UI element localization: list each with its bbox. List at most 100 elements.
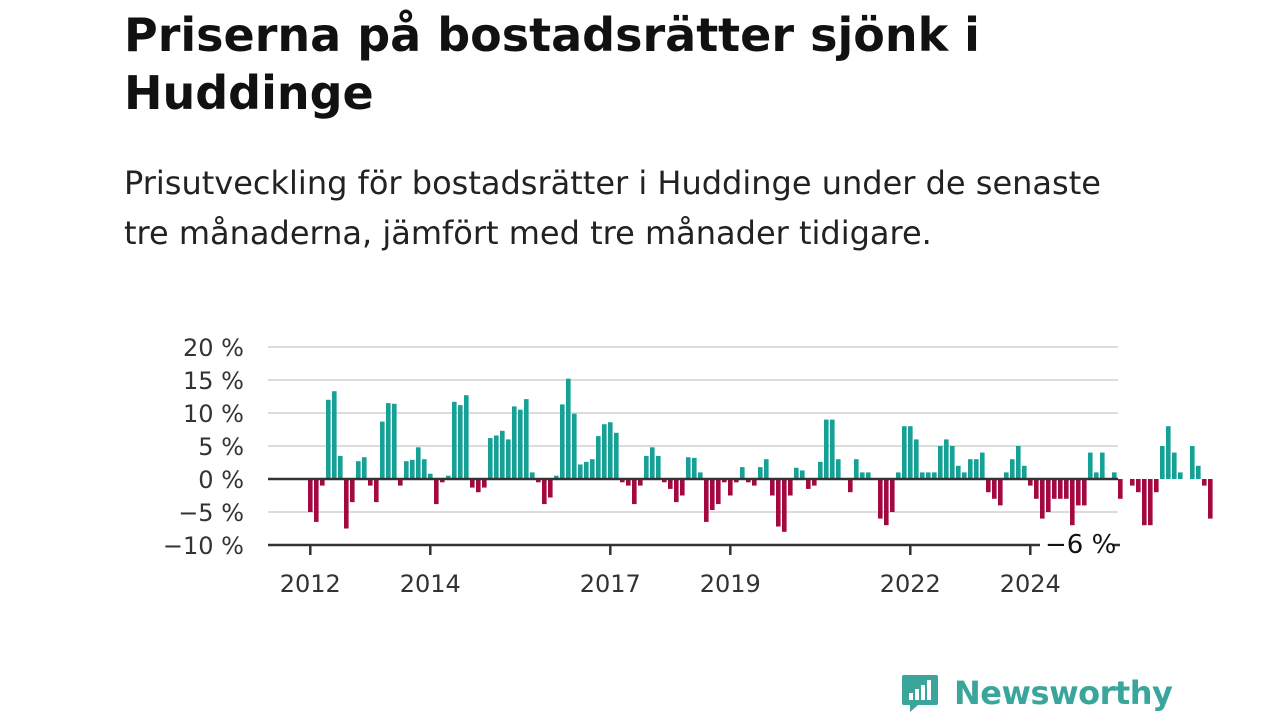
chart-bar [566,378,571,479]
y-tick-label: 5 % [198,433,244,461]
chart-bar [428,473,433,479]
chart-bar [680,479,685,496]
chart-bar [650,447,655,479]
chart-bar [452,401,457,479]
chart-bar [704,479,709,522]
chart-bar [1016,446,1021,479]
chart-bar [500,430,505,479]
chart-bar [950,446,955,479]
chart-bar [974,459,979,479]
chart-bar [470,479,475,488]
chart-bar [494,435,499,479]
chart-bar [836,459,841,479]
chart-bar [1190,446,1195,479]
x-axis-labels: 2012 2014 2017 2019 2022 2024 [280,570,1061,598]
chart-bar [356,461,361,479]
chart-bar [896,472,901,479]
chart-bar [1130,479,1135,486]
chart-bar [422,459,427,479]
chart-bar [512,406,517,479]
chart-bar [524,399,529,479]
chart-bar [938,446,943,479]
chart-bar [1052,479,1057,499]
y-axis-labels: 20 % 15 % 10 % 5 % 0 % −5 % −10 % [163,334,244,560]
chart-bar [758,467,763,479]
chart-bar [902,426,907,479]
chart-bar [1160,446,1165,479]
chart-bar [476,479,481,493]
chart-bar [350,479,355,503]
chart-bar [326,399,331,479]
chart-bar [530,472,535,479]
chart-bar [782,479,787,532]
chart-bar [812,479,817,486]
chart-bar [830,419,835,479]
chart-bar [992,479,997,499]
y-tick-label: 10 % [183,400,244,428]
chart-bar [1028,479,1033,486]
chart-bar [968,459,973,479]
chart-bar [1022,465,1027,479]
chart-bar [752,479,757,486]
newsworthy-logo-icon [902,675,938,712]
chart-bar [686,457,691,479]
chart-bar [854,459,859,479]
chart-bar [848,479,853,493]
chart-bar [1172,452,1177,479]
chart-bar [554,475,559,479]
page-subtitle: Prisutveckling för bostadsrätter i Huddi… [124,164,1101,252]
chart-bar [776,479,781,527]
chart-bar [1040,479,1045,519]
chart-bar [368,479,373,486]
chart-bar [1118,479,1123,499]
chart-bar [338,455,343,479]
chart-bar [884,479,889,526]
chart-bar [1010,459,1015,479]
chart-bar [626,479,631,486]
chart-bar [698,472,703,479]
chart-bar [788,479,793,496]
chart-bar [746,479,751,483]
chart-bar [386,403,391,479]
chart-bar [458,405,463,479]
y-tick-label: −5 % [178,499,244,527]
chart-bar [986,479,991,493]
chart-bar [614,432,619,479]
chart-bar [794,467,799,479]
page-title: Priserna på bostadsrätter sjönk i Huddin… [124,8,980,120]
chart-bar [464,395,469,479]
chart-bar [890,479,895,512]
chart-bars [308,378,1213,532]
chart-bar [908,426,913,479]
x-tick-label: 2022 [880,570,941,598]
chart-bar [692,457,697,479]
chart-bar [764,459,769,479]
chart-bar [932,472,937,479]
chart-bar [380,421,385,479]
chart-bar [866,472,871,479]
chart-bar [446,475,451,479]
chart-bar [1088,452,1093,479]
chart-bar [806,479,811,489]
chart-bar [374,479,379,503]
y-tick-label: 15 % [183,367,244,395]
chart-bar [548,479,553,498]
chart-bar [398,479,403,486]
chart-bar [800,470,805,479]
chart-bar [590,459,595,479]
chart-bar [1058,479,1063,499]
chart-bar [656,455,661,479]
chart-bar [1202,479,1207,486]
chart-bar [710,479,715,511]
chart-bar [344,479,349,529]
chart-bar [1148,479,1153,526]
x-tick-label: 2024 [1000,570,1061,598]
chart-bar [416,447,421,479]
chart-bar [662,479,667,483]
chart-bar [596,436,601,479]
chart-gridlines [268,346,1118,513]
chart-axes [268,477,1120,555]
y-tick-label: 0 % [198,466,244,494]
chart-bar [410,459,415,479]
